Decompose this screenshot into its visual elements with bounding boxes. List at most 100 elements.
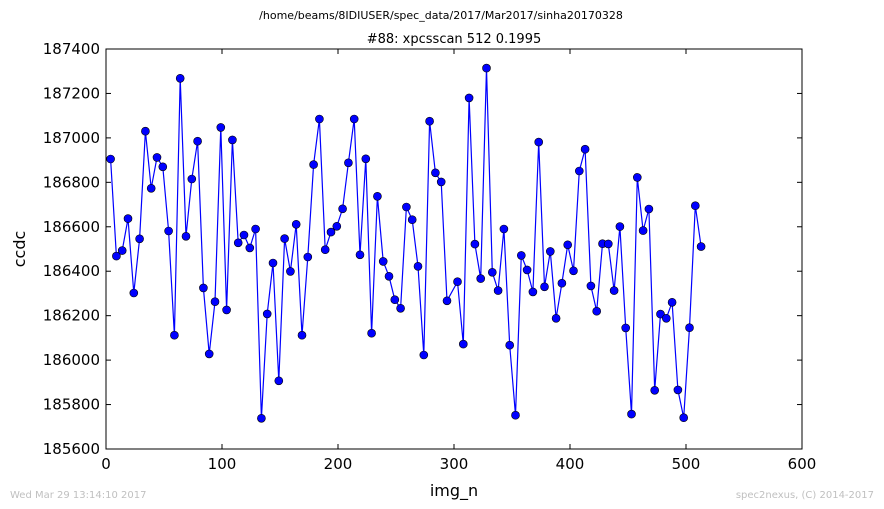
data-point	[470, 239, 480, 249]
data-point	[476, 274, 486, 283]
data-point	[344, 158, 353, 168]
data-point	[511, 410, 520, 420]
data-point	[286, 267, 295, 276]
data-point	[696, 242, 706, 251]
footer-credit: spec2nexus, (C) 2014-2017	[736, 490, 874, 501]
x-tick-label: 0	[101, 455, 111, 473]
data-point	[280, 234, 289, 243]
data-point	[603, 239, 613, 249]
figure-suptitle: /home/beams/8IDIUSER/spec_data/2017/Mar2…	[259, 9, 623, 22]
data-point	[112, 251, 121, 261]
data-point	[268, 258, 278, 268]
data-point	[106, 154, 115, 164]
data-point	[458, 339, 468, 349]
data-point	[534, 137, 544, 147]
x-tick-label: 100	[208, 455, 237, 473]
data-point	[146, 184, 156, 193]
data-point	[257, 413, 266, 423]
data-point	[141, 126, 150, 136]
data-point	[425, 116, 434, 126]
data-point	[355, 250, 365, 260]
data-point	[152, 153, 162, 162]
data-point	[661, 313, 671, 323]
x-axis: 0 100 200 300 400 500 600	[101, 49, 816, 473]
data-point	[262, 309, 272, 319]
data-point	[303, 252, 313, 262]
x-tick-label: 500	[672, 455, 701, 473]
data-point	[210, 297, 220, 307]
data-point	[373, 192, 382, 201]
data-point	[390, 295, 400, 305]
data-point	[117, 246, 127, 255]
data-point	[222, 305, 231, 315]
data-point	[436, 177, 446, 187]
data-point	[164, 226, 173, 236]
data-point	[627, 409, 636, 419]
data-point	[574, 166, 584, 176]
y-tick-label: 186000	[43, 351, 100, 369]
y-tick-label: 186400	[43, 262, 100, 280]
data-point	[551, 313, 561, 323]
data-point	[349, 114, 359, 124]
data-point	[291, 220, 301, 229]
data-point	[632, 173, 642, 182]
data-point	[251, 224, 260, 234]
data-point	[135, 234, 144, 244]
data-point	[158, 162, 168, 172]
data-point	[378, 257, 388, 266]
data-point	[413, 261, 423, 271]
data-point	[297, 330, 307, 340]
footer-timestamp: Wed Mar 29 13:14:10 2017	[10, 490, 146, 501]
data-point	[580, 144, 590, 154]
data-point	[528, 287, 538, 297]
y-axis-label: ccdc	[10, 231, 29, 268]
y-tick-label: 186800	[43, 173, 100, 191]
data-point	[402, 202, 411, 212]
data-point	[557, 278, 567, 288]
data-point	[667, 297, 677, 307]
data-point	[332, 222, 342, 231]
data-point	[679, 413, 689, 423]
data-point	[499, 224, 509, 234]
y-tick-label: 185800	[43, 396, 100, 414]
y-tick-label: 187200	[43, 84, 100, 102]
data-point	[592, 306, 602, 316]
x-axis-label: img_n	[430, 481, 478, 501]
data-point	[367, 328, 376, 338]
data-point	[239, 230, 249, 240]
x-tick-label: 400	[556, 455, 585, 473]
chart-title: #88: xpcsscan 512 0.1995	[367, 32, 542, 47]
data-point	[644, 204, 654, 214]
data-point	[216, 123, 226, 132]
data-point	[204, 349, 214, 359]
data-point	[673, 385, 683, 395]
y-tick-label: 186600	[43, 218, 100, 236]
data-point	[690, 201, 700, 210]
data-point	[123, 214, 133, 223]
y-tick-label: 187000	[43, 129, 100, 147]
data-point	[540, 282, 549, 292]
data-point	[464, 93, 474, 103]
y-axis: 185600 185800 186000 186200 186400 186600 1868…	[43, 40, 802, 458]
data-point	[493, 286, 503, 295]
data-point	[170, 330, 179, 340]
data-point	[245, 243, 255, 253]
data-point	[522, 265, 532, 275]
data-point	[586, 281, 596, 291]
data-point	[505, 340, 515, 350]
data-point	[482, 63, 491, 73]
y-tick-label: 186200	[43, 307, 100, 325]
data-point	[638, 226, 648, 235]
plot-frame	[105, 48, 803, 450]
data-point	[326, 227, 336, 237]
data-point	[656, 309, 665, 319]
data-point	[516, 251, 526, 260]
data-point	[609, 286, 619, 295]
x-tick-label: 600	[788, 455, 817, 473]
data-point	[338, 204, 347, 214]
data-point	[621, 323, 631, 333]
data-point	[309, 160, 318, 169]
data-point	[129, 288, 139, 298]
data-point	[187, 174, 197, 184]
